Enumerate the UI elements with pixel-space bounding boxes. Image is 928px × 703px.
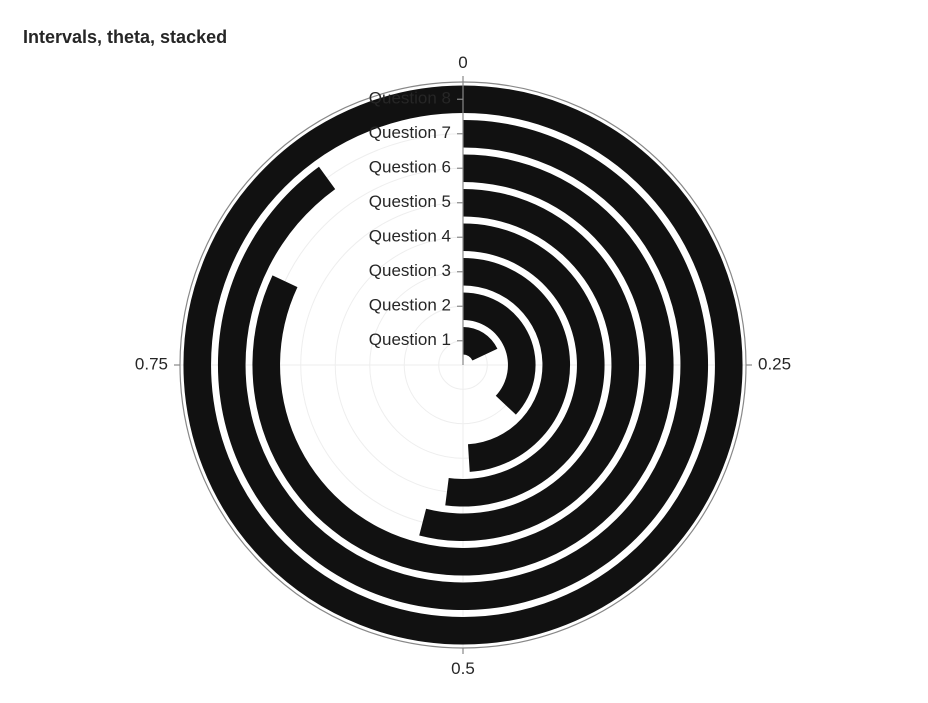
category-label: Question 3: [369, 261, 451, 280]
labels: 0 0.25 0.5 0.75 Question 1 Question 2 Question…: [135, 53, 791, 678]
chart-title: Intervals, theta, stacked: [23, 27, 228, 47]
bar: [463, 292, 536, 415]
bar: [463, 326, 498, 361]
theta-tick-label: 0.75: [135, 354, 168, 373]
category-label: Question 5: [369, 192, 451, 211]
category-label: Question 7: [369, 123, 451, 142]
bar: [445, 223, 605, 507]
axes: [174, 76, 752, 654]
theta-tick-label: 0.5: [451, 659, 475, 678]
bar: [463, 257, 571, 472]
category-label: Question 6: [369, 158, 451, 177]
category-label: Question 4: [369, 227, 451, 246]
category-label: Question 2: [369, 296, 451, 315]
bar: [419, 188, 640, 542]
category-label: Question 1: [369, 330, 451, 349]
category-label: Question 8: [369, 89, 451, 108]
theta-tick-label: 0: [458, 53, 467, 72]
theta-tick-label: 0.25: [758, 354, 791, 373]
